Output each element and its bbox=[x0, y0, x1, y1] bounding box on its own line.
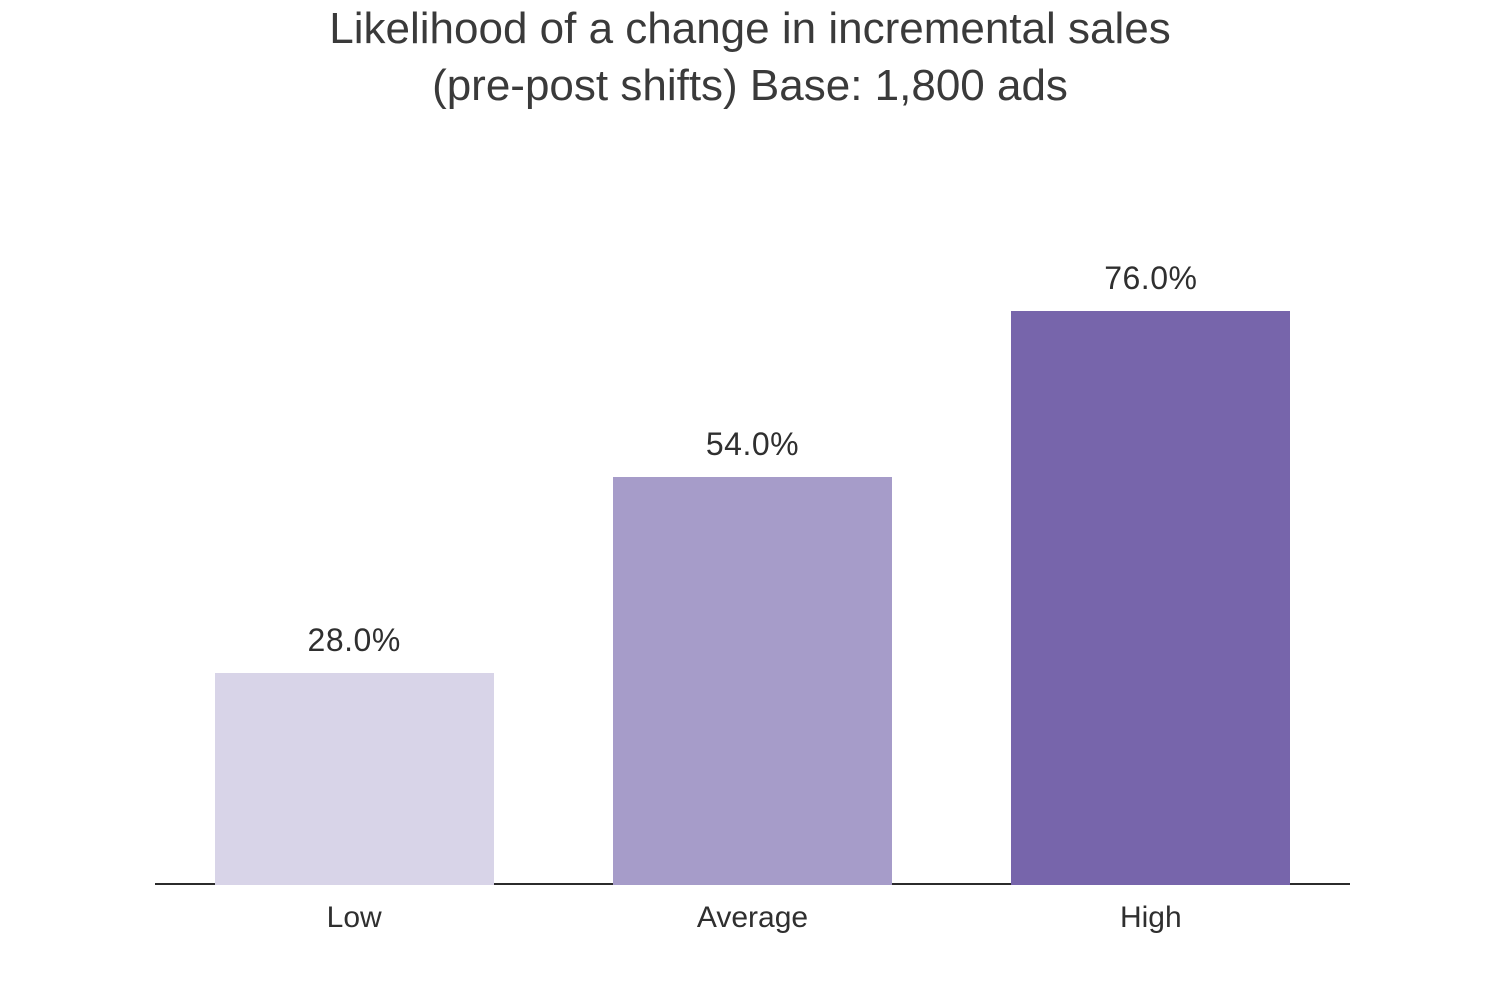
chart-title-line1: Likelihood of a change in incremental sa… bbox=[0, 0, 1500, 57]
x-axis-label: High bbox=[952, 901, 1350, 935]
bar-value-label: 76.0% bbox=[952, 260, 1350, 297]
chart-title: Likelihood of a change in incremental sa… bbox=[0, 0, 1500, 114]
bar-value-label: 54.0% bbox=[553, 426, 951, 463]
x-axis-label: Average bbox=[553, 901, 951, 935]
bar-low bbox=[215, 673, 494, 885]
bar-value-label: 28.0% bbox=[155, 622, 553, 659]
chart-container: Likelihood of a change in incremental sa… bbox=[0, 0, 1500, 1000]
chart-title-line2: (pre-post shifts) Base: 1,800 ads bbox=[0, 57, 1500, 114]
bar-high bbox=[1011, 311, 1290, 885]
plot-area: 28.0%Low54.0%Average76.0%High bbox=[155, 205, 1350, 885]
bar-average bbox=[613, 477, 892, 885]
x-axis-label: Low bbox=[155, 901, 553, 935]
